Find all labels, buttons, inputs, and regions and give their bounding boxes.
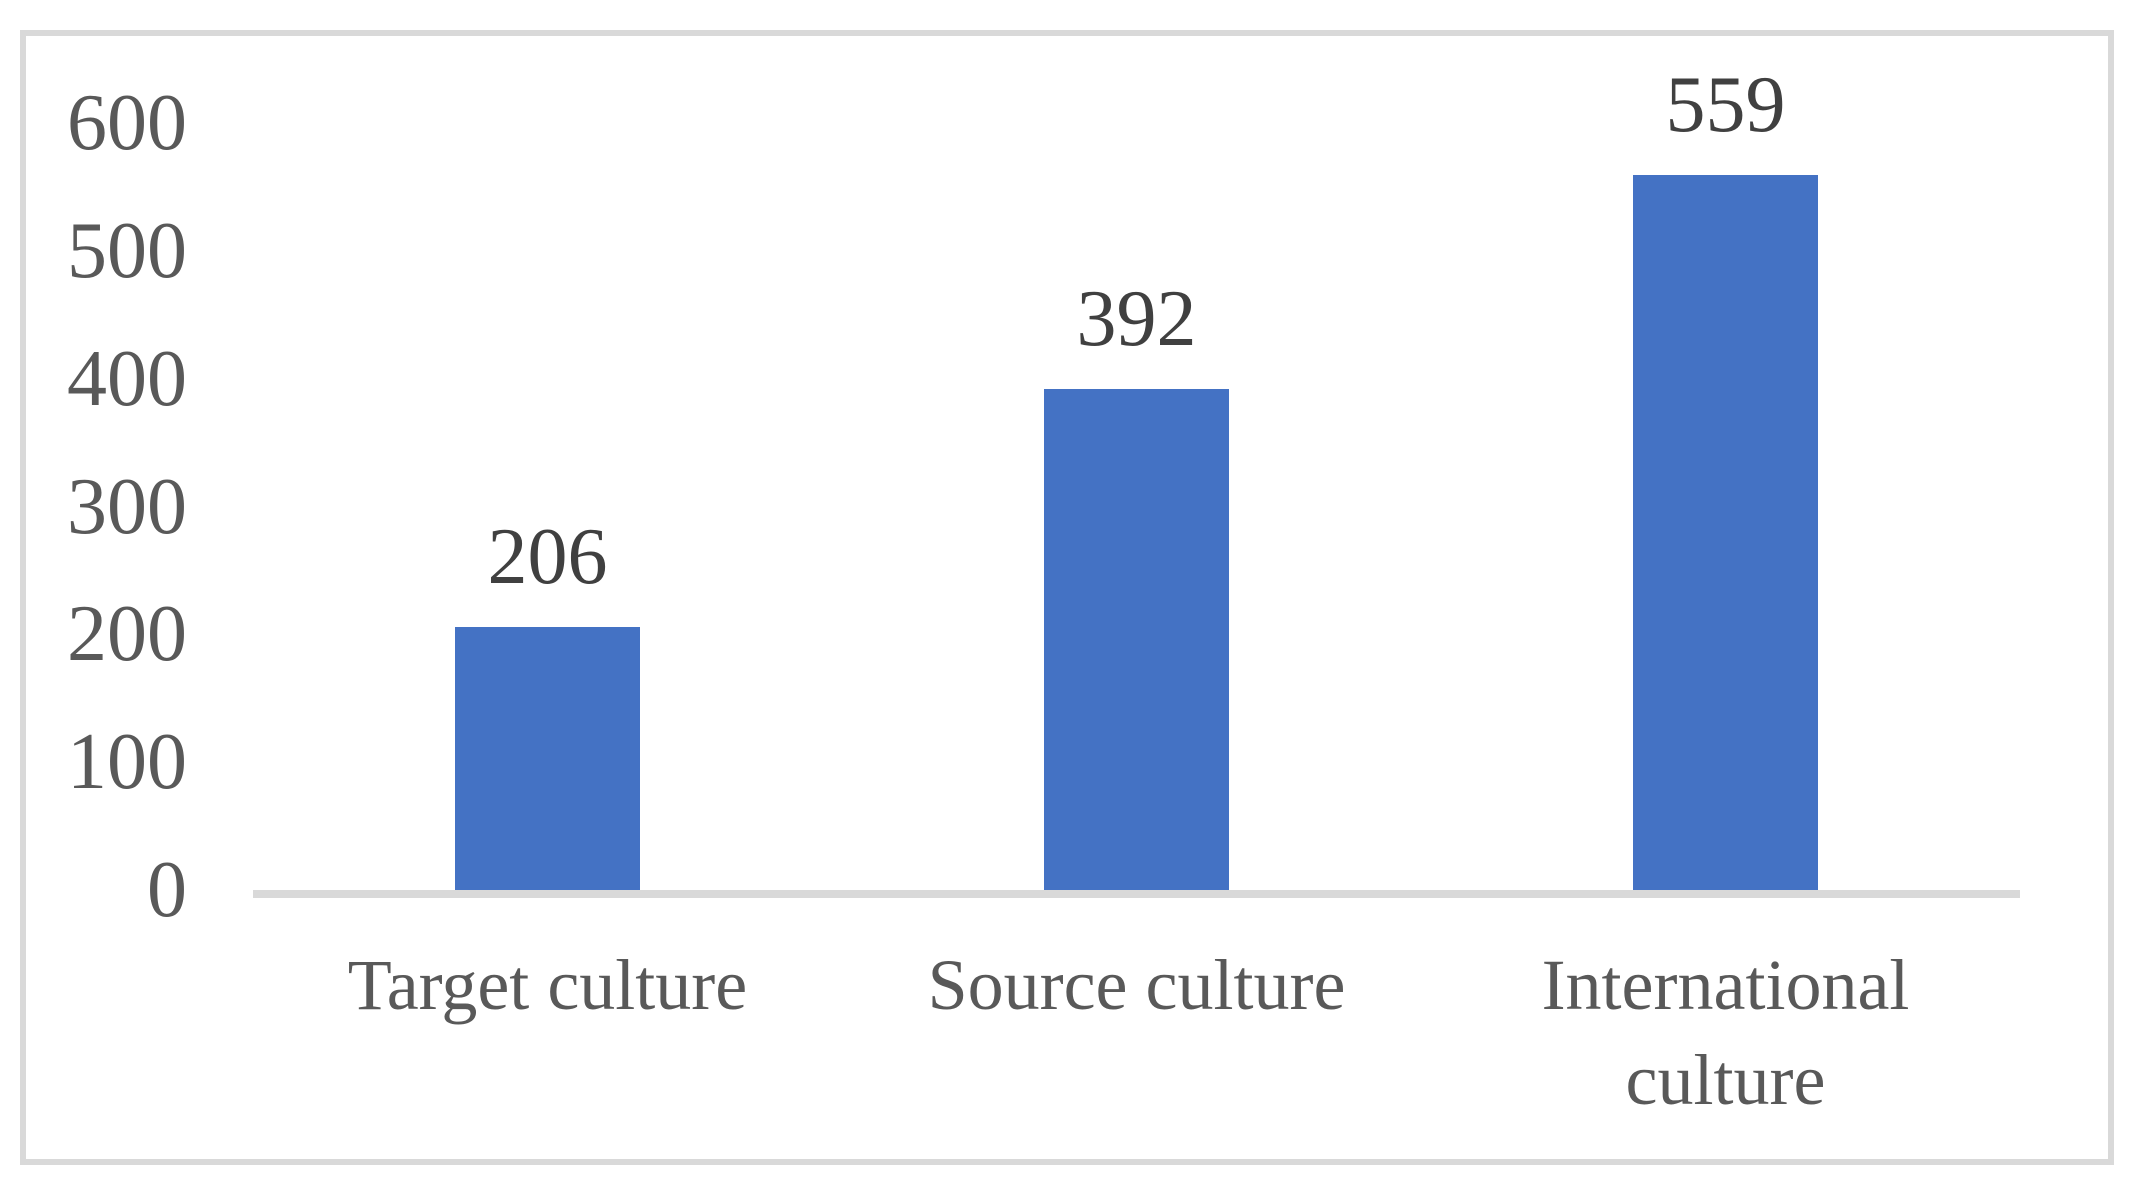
x-axis-line xyxy=(253,890,2020,898)
bar xyxy=(1633,175,1818,890)
y-axis-tick-label: 200 xyxy=(67,590,187,679)
bar-value-label: 559 xyxy=(1665,61,1786,150)
y-axis-tick-label: 400 xyxy=(67,334,187,423)
bar-value-label: 392 xyxy=(1076,274,1197,363)
category-label: Source culture xyxy=(927,945,1346,1025)
bar-value-label: 206 xyxy=(487,512,608,601)
y-axis-tick-label: 300 xyxy=(67,462,187,551)
category-label: International culture xyxy=(1541,945,1910,1120)
y-axis-tick-label: 100 xyxy=(67,718,187,807)
y-axis-tick-label: 500 xyxy=(67,206,187,295)
bar xyxy=(455,626,640,890)
y-axis-tick-label: 0 xyxy=(147,846,187,934)
y-axis-tick-label: 600 xyxy=(67,79,187,167)
category-label: Target culture xyxy=(347,945,748,1025)
bar xyxy=(1044,388,1229,890)
